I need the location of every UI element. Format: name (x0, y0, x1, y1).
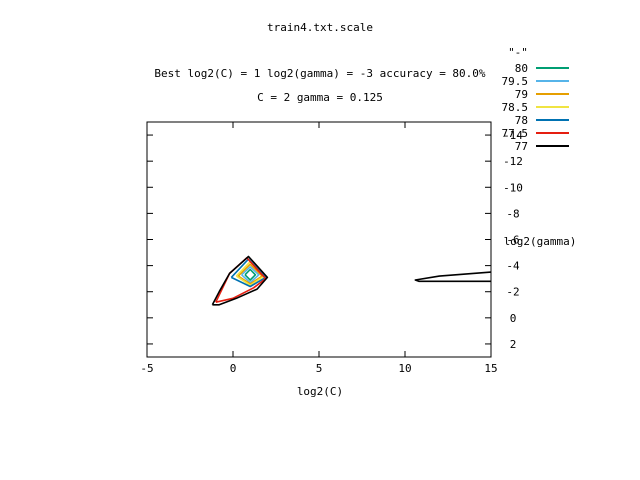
y-axis-label: log2(gamma) (504, 235, 577, 248)
plot-frame (146, 121, 492, 358)
contour-lines (211, 255, 492, 306)
y-tick-label: -2 (506, 286, 519, 299)
contour-79-5 (241, 266, 260, 284)
x-tick-label: 5 (316, 362, 323, 375)
y-tick-label: -8 (506, 207, 519, 220)
contour-78 (230, 258, 267, 288)
chart-subtitle-params: C = 2 gamma = 0.125 (257, 91, 383, 104)
x-tick-label: 15 (484, 362, 497, 375)
legend-label: 80 (515, 62, 528, 75)
legend-label: 77.5 (502, 127, 529, 140)
x-tick-label: 10 (398, 362, 411, 375)
axis-ticks: -5 0 5 10 15 -14 -12 -10 -8 -6 -4 -2 0 2 (140, 122, 523, 375)
x-tick-label: 0 (230, 362, 237, 375)
y-tick-label: 0 (510, 312, 517, 325)
contour-77 (414, 271, 492, 283)
contour-80 (244, 268, 257, 281)
x-tick-label: -5 (140, 362, 153, 375)
y-tick-label: -4 (506, 260, 520, 273)
chart-title: train4.txt.scale (267, 21, 373, 34)
y-tick-label: -10 (503, 181, 523, 194)
y-tick-label: -6 (506, 234, 519, 247)
y-tick-label: 2 (510, 338, 517, 351)
legend-label: 77 (515, 140, 528, 153)
contour-79 (237, 263, 264, 285)
contour-77 (211, 255, 269, 306)
x-axis-label: log2(C) (297, 385, 343, 398)
legend-label: 79.5 (502, 75, 529, 88)
legend-title: "-" (508, 46, 528, 59)
legend-label: 78 (515, 114, 528, 127)
chart-subtitle-best: Best log2(C) = 1 log2(gamma) = -3 accura… (154, 67, 486, 80)
legend-label: 78.5 (502, 101, 529, 114)
y-tick-label: -14 (503, 129, 523, 142)
y-tick-label: -12 (503, 155, 523, 168)
legend-label: 79 (515, 88, 528, 101)
